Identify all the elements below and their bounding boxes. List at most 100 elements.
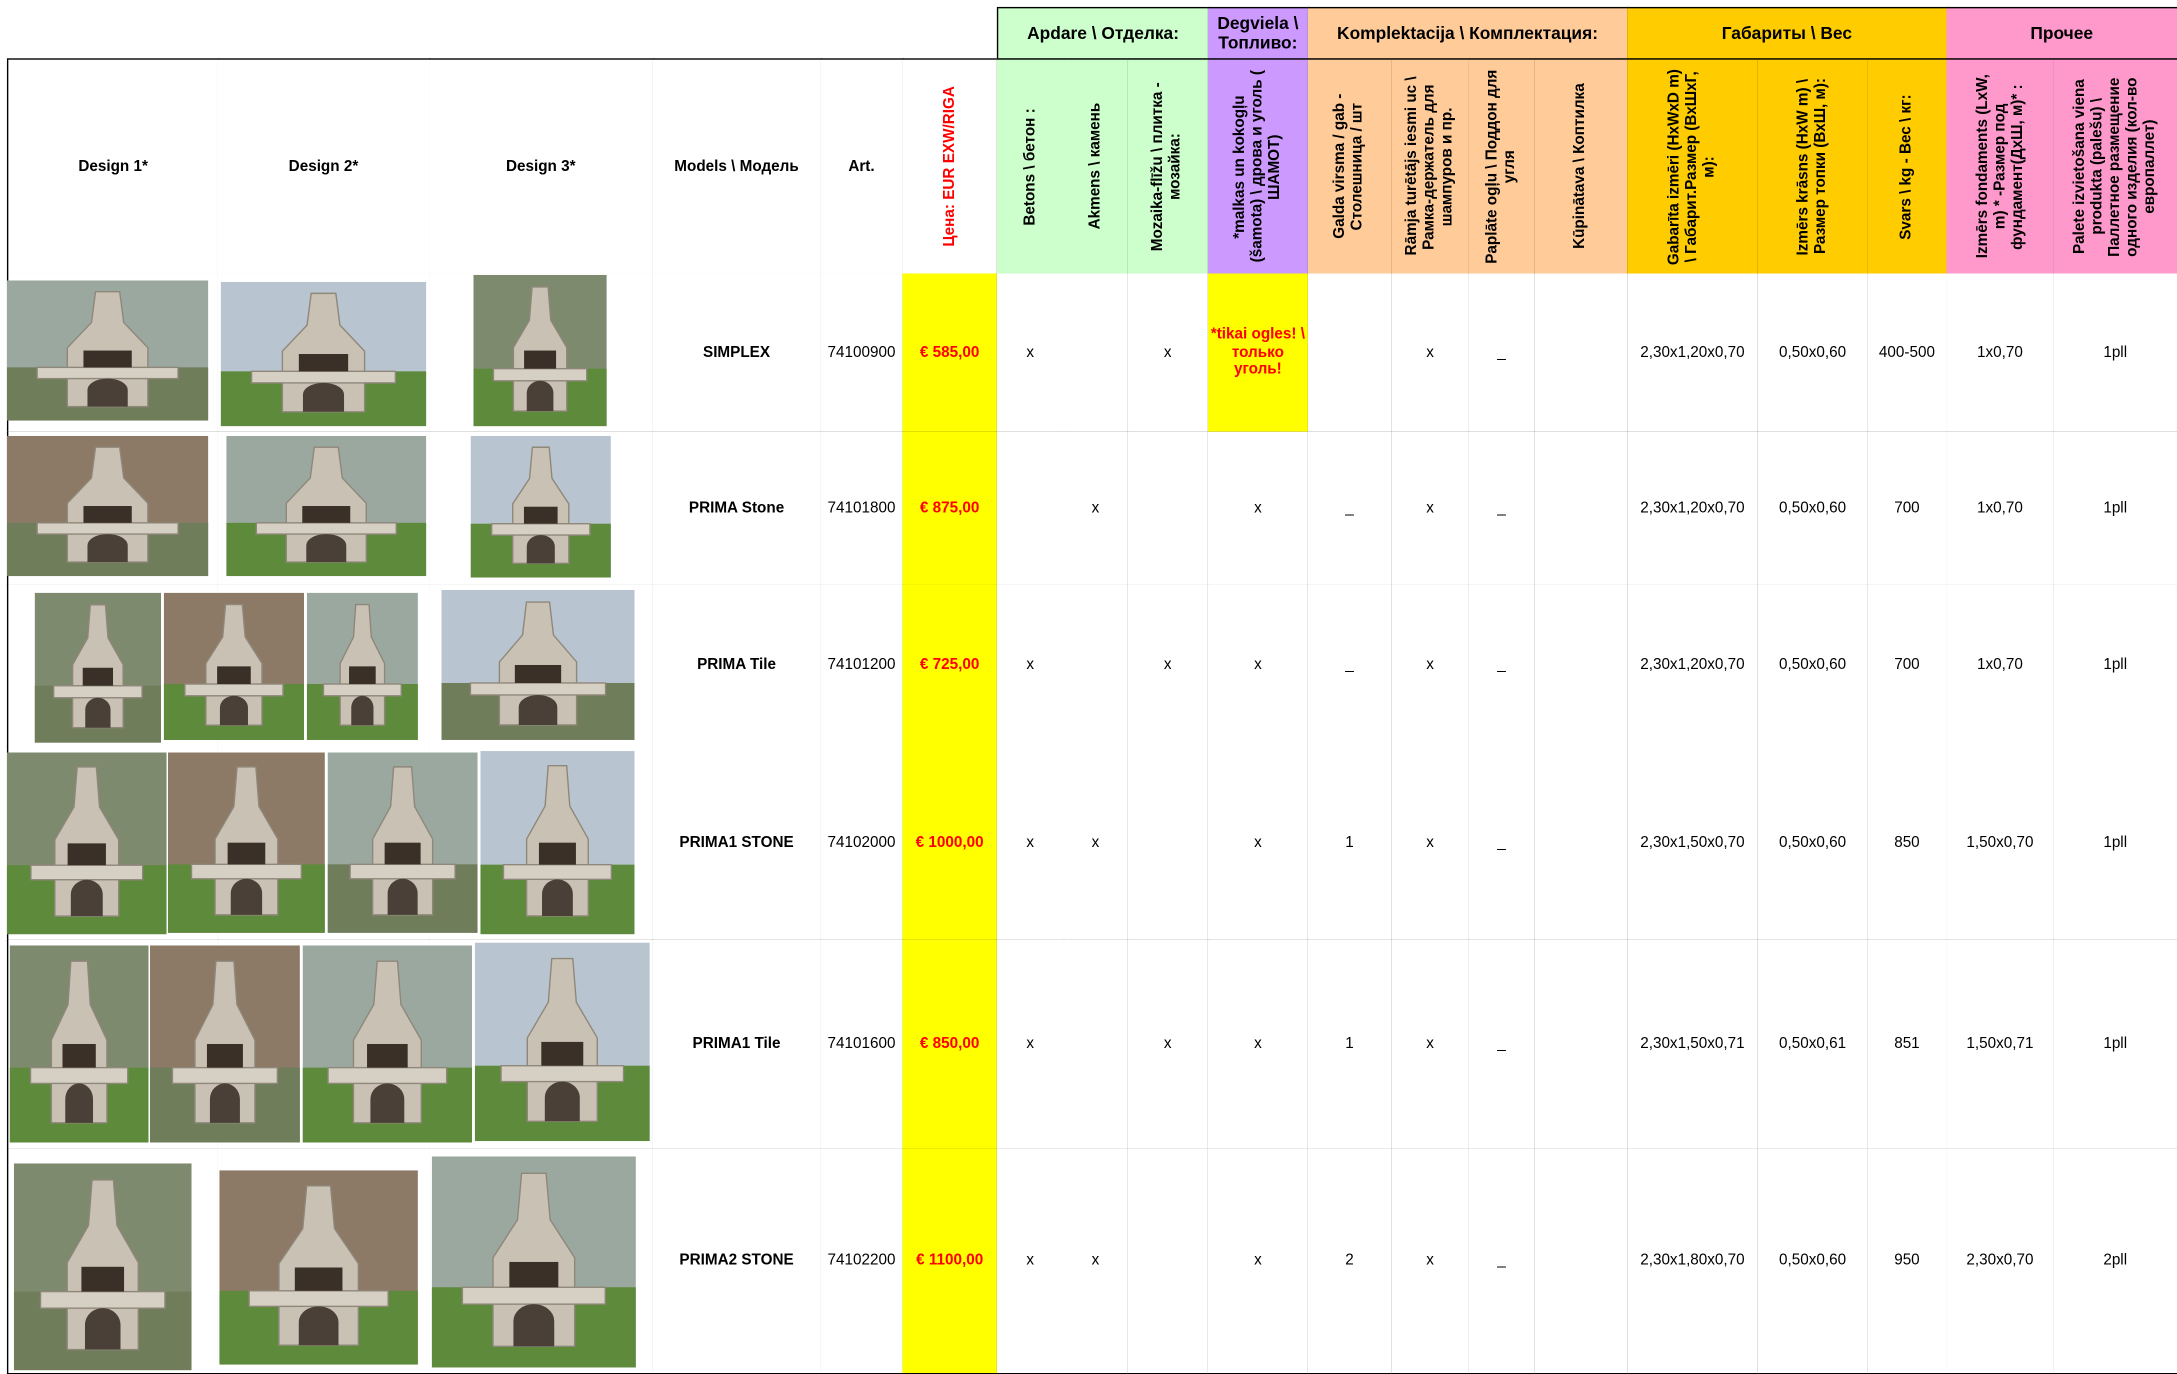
value-cell: _ bbox=[1468, 584, 1536, 747]
value-cell-text: 1 bbox=[1345, 833, 1354, 851]
column-header: Izmērs krāsns (HxW m) \ Размер топки (Вх… bbox=[1757, 58, 1869, 275]
value-cell-text: x bbox=[1026, 656, 1035, 673]
value-cell: 1,50x0,71 bbox=[1946, 939, 2055, 1150]
article: 74101800 bbox=[820, 431, 904, 586]
value-cell: x bbox=[1391, 584, 1471, 747]
value-cell-text: x bbox=[1254, 833, 1262, 851]
product-photo bbox=[306, 592, 418, 740]
value-cell: 2,30x1,80x0,70 bbox=[1627, 1148, 1760, 1374]
value-cell-text: 1pll bbox=[2103, 1035, 2128, 1052]
value-cell: x bbox=[1207, 1148, 1310, 1374]
value-cell-text: 851 bbox=[1894, 1035, 1920, 1052]
column-header: Izmērs fondaments (LxW, m) * -Размер под… bbox=[1946, 58, 2055, 275]
column-header-text: Design 3* bbox=[505, 157, 576, 175]
article: 74101200 bbox=[820, 584, 904, 747]
group-header-text: Прочее bbox=[2030, 23, 2094, 43]
group-header: Прочее bbox=[1946, 6, 2177, 60]
article-text: 74101600 bbox=[827, 1035, 896, 1052]
value-cell-text: _ bbox=[1497, 833, 1506, 851]
price: € 725,00 bbox=[902, 584, 999, 747]
value-cell-text: x bbox=[1091, 499, 1100, 516]
value-cell-text: x bbox=[1426, 833, 1434, 851]
value-cell bbox=[1534, 431, 1629, 586]
group-header-text: Apdare \ Отделка: bbox=[1027, 23, 1180, 43]
value-cell: 1 bbox=[1307, 745, 1393, 942]
value-cell: x bbox=[1207, 745, 1310, 942]
value-cell: 400-500 bbox=[1867, 273, 1948, 434]
value-cell-text: x bbox=[1426, 1035, 1434, 1052]
value-cell: _ bbox=[1307, 584, 1393, 747]
value-cell: 1 bbox=[1307, 939, 1393, 1150]
model-text: PRIMA1 Tile bbox=[692, 1035, 781, 1052]
article-text: 74101800 bbox=[827, 499, 896, 516]
column-header-text: Rāmja turētājs iesmi uc \ Рамка-держател… bbox=[1403, 77, 1456, 257]
value-cell-text: 2,30x1,20x0,70 bbox=[1640, 343, 1745, 361]
column-header-text: Svars \ kg - Вес \ кг: bbox=[1898, 93, 1915, 240]
column-header-text: Kūpinātava \ Коптилка bbox=[1571, 83, 1589, 250]
product-photo bbox=[327, 752, 478, 933]
value-cell-text: 1pll bbox=[2103, 499, 2128, 516]
group-header-text: Degviela \ Топливо: bbox=[1217, 13, 1299, 53]
column-header: Art. bbox=[820, 58, 904, 275]
value-cell: 2,30x1,50x0,70 bbox=[1627, 745, 1760, 942]
price-text: € 725,00 bbox=[919, 656, 980, 673]
value-cell bbox=[1534, 1148, 1629, 1374]
value-cell: x bbox=[1391, 939, 1471, 1150]
article-text: 74101200 bbox=[827, 656, 896, 673]
product-photo bbox=[220, 281, 427, 427]
column-header: Design 2* bbox=[217, 58, 431, 275]
article-text: 74100900 bbox=[827, 343, 896, 361]
value-cell: 2,30x1,20x0,70 bbox=[1627, 431, 1760, 586]
value-cell-text: _ bbox=[1497, 1251, 1506, 1269]
value-cell-text: 0,50x0,60 bbox=[1778, 656, 1847, 673]
value-cell: 0,50x0,60 bbox=[1757, 584, 1869, 747]
product-photo bbox=[9, 945, 149, 1143]
article-text: 74102000 bbox=[827, 833, 896, 851]
group-header-text: Komplektacija \ Комплектация: bbox=[1337, 23, 1598, 43]
column-header: Paplāte ogļu \ Поддон для угля bbox=[1468, 58, 1536, 275]
group-header: Габариты \ Вес bbox=[1627, 6, 1948, 60]
model-text: PRIMA Stone bbox=[688, 499, 785, 516]
value-cell bbox=[1534, 939, 1629, 1150]
value-cell: 0,50x0,60 bbox=[1757, 745, 1869, 942]
value-cell: 700 bbox=[1867, 584, 1948, 747]
value-cell-text: _ bbox=[1497, 1035, 1506, 1052]
value-cell: x bbox=[996, 584, 1065, 747]
column-header: Mozaika-flīžu \ плитка - мозайка: bbox=[1127, 58, 1210, 275]
group-header: Degviela \ Топливо: bbox=[1207, 6, 1310, 60]
value-cell-text: x bbox=[1163, 343, 1172, 361]
value-cell: 1x0,70 bbox=[1946, 584, 2055, 747]
value-cell bbox=[1534, 745, 1629, 942]
product-photo bbox=[219, 1170, 418, 1365]
price: € 1100,00 bbox=[902, 1148, 999, 1374]
value-cell: x bbox=[1391, 745, 1471, 942]
product-photo bbox=[441, 590, 635, 740]
value-cell-text: 850 bbox=[1894, 833, 1920, 851]
value-cell-text: 700 bbox=[1894, 656, 1920, 673]
value-cell-text: 400-500 bbox=[1878, 343, 1935, 361]
model: SIMPLEX bbox=[652, 273, 822, 434]
value-cell-text: x bbox=[1091, 1251, 1100, 1269]
product-photo bbox=[470, 435, 611, 578]
product-photo bbox=[163, 592, 305, 740]
value-cell bbox=[1127, 431, 1210, 586]
value-cell-text: 0,50x0,60 bbox=[1778, 833, 1847, 851]
column-header-text: Izmērs krāsns (HxW m) \ Размер топки (Вх… bbox=[1794, 78, 1830, 255]
article: 74102000 bbox=[820, 745, 904, 942]
price-text: € 1000,00 bbox=[915, 833, 984, 851]
column-header: Models \ Модель bbox=[652, 58, 822, 275]
column-header-text: Gabarīta izmēri (HxWxD m) \ Габарит.Разм… bbox=[1666, 68, 1718, 265]
model-text: PRIMA2 STONE bbox=[679, 1251, 794, 1269]
column-header: Rāmja turētājs iesmi uc \ Рамка-держател… bbox=[1391, 58, 1471, 275]
column-header: Kūpinātava \ Коптилка bbox=[1534, 58, 1629, 275]
model-text: PRIMA Tile bbox=[697, 656, 777, 673]
column-header-text: Design 2* bbox=[288, 157, 359, 175]
column-header-text: Paletе izvietošana viena produkta (paleš… bbox=[2071, 76, 2159, 257]
column-header-text: Paplāte ogļu \ Поддон для угля bbox=[1483, 69, 1519, 264]
value-cell-text: 2,30x1,20x0,70 bbox=[1640, 499, 1745, 516]
price-text: € 585,00 bbox=[919, 343, 980, 361]
price: € 875,00 bbox=[902, 431, 999, 586]
value-cell: 700 bbox=[1867, 431, 1948, 586]
price-text: € 875,00 bbox=[919, 499, 980, 516]
value-cell: x bbox=[1207, 431, 1310, 586]
